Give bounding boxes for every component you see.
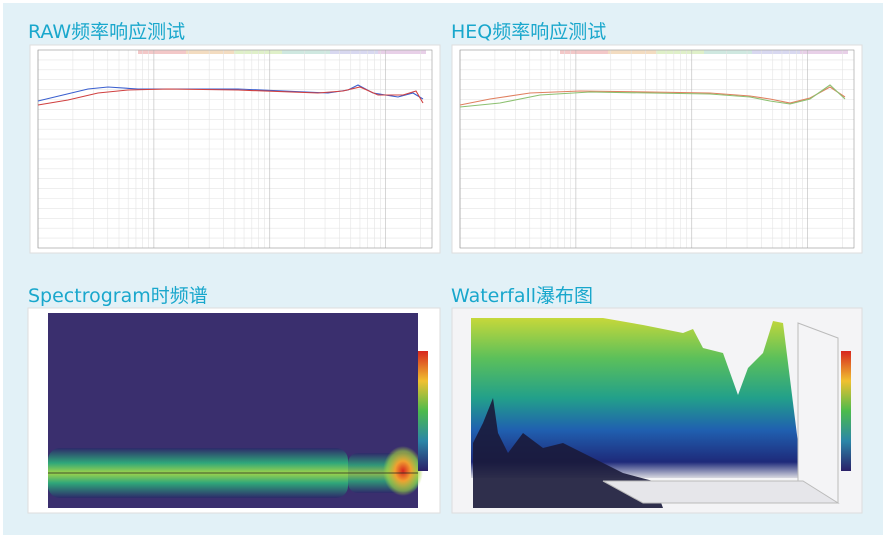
panel-title: Spectrogram时频谱 [28,285,208,307]
response-curve [459,84,846,108]
band-strip [186,50,234,54]
band-strip [234,50,282,54]
band-strip [752,50,800,54]
band-strip [608,50,656,54]
band-strip [560,50,608,54]
frequency-response-chart [451,44,863,254]
response-curve [37,86,424,106]
band-strip [138,50,186,54]
frequency-response-chart [29,44,441,254]
floor [602,480,840,504]
band-strip [800,50,848,54]
band-strip [330,50,378,54]
page: RAW频率响应测试 HEQ频率响应测试 Spectrogram时频谱 Water… [3,3,883,535]
plot-border [459,49,855,249]
hotspot [383,446,423,496]
chart-art [27,44,863,514]
waterfall-surface [471,318,798,478]
band-strip [704,50,752,54]
band-strip [282,50,330,54]
band-strip [656,50,704,54]
color-bar [841,351,851,471]
band-strip [378,50,426,54]
waterfall [451,307,863,514]
panel-title: HEQ频率响应测试 [451,21,607,43]
response-curve [37,84,424,102]
spectrogram [27,307,441,514]
plot-border [37,49,433,249]
panel-title: RAW频率响应测试 [28,21,186,43]
color-bar [418,351,428,471]
panel-title: Waterfall瀑布图 [451,285,594,307]
